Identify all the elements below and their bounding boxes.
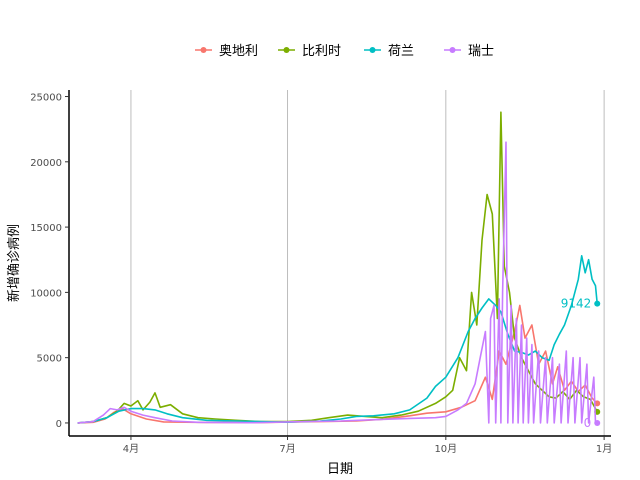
series-layer [77,111,601,426]
legend-key-point [449,47,456,53]
y-tick-label: 20000 [30,158,62,169]
x-axis-title: 日期 [327,462,353,477]
legend-label: 奥地利 [219,44,258,59]
legend-item: 荷兰 [364,44,414,59]
series-end-point [594,400,601,407]
legend-item: 瑞士 [444,44,494,59]
end-labels: 9142 0 [561,297,592,430]
x-tick-label: 7月 [279,443,295,455]
series-end-point [594,419,601,426]
y-tick-label: 25000 [30,93,62,104]
x-ticks: 4月 7月 10月 1月 [123,436,612,455]
series-end-point [594,300,601,307]
y-tick-label: 0 [56,419,62,430]
legend-label: 比利时 [302,44,341,59]
series-end-label: 9142 [561,297,592,311]
series-line [77,255,598,424]
series-end-label: 0 [584,416,592,430]
legend-label: 荷兰 [388,44,414,59]
legend-label: 瑞士 [468,44,494,59]
legend: 奥地利 比利时 荷兰 瑞士 [195,44,494,59]
series-line [77,304,598,424]
y-tick-label: 10000 [30,288,62,299]
legend-item: 奥地利 [195,44,258,59]
series-line [77,141,598,424]
x-tick-label: 1月 [596,443,612,455]
legend-key-point [369,47,376,53]
series-line [77,111,598,424]
y-tick-label: 15000 [30,223,62,234]
legend-key-point [283,47,290,53]
legend-key-point [200,47,207,53]
x-tick-label: 10月 [434,443,457,455]
legend-item: 比利时 [278,44,341,59]
y-axis-title: 新增确诊病例 [6,224,22,302]
grid-lines [130,90,605,436]
x-tick-label: 4月 [123,443,139,455]
y-tick-label: 5000 [37,354,62,365]
y-ticks: 0 5000 10000 15000 20000 25000 [30,93,69,430]
axes: 4月 7月 10月 1月 0 5000 10000 15000 20000 25000 [30,90,612,455]
